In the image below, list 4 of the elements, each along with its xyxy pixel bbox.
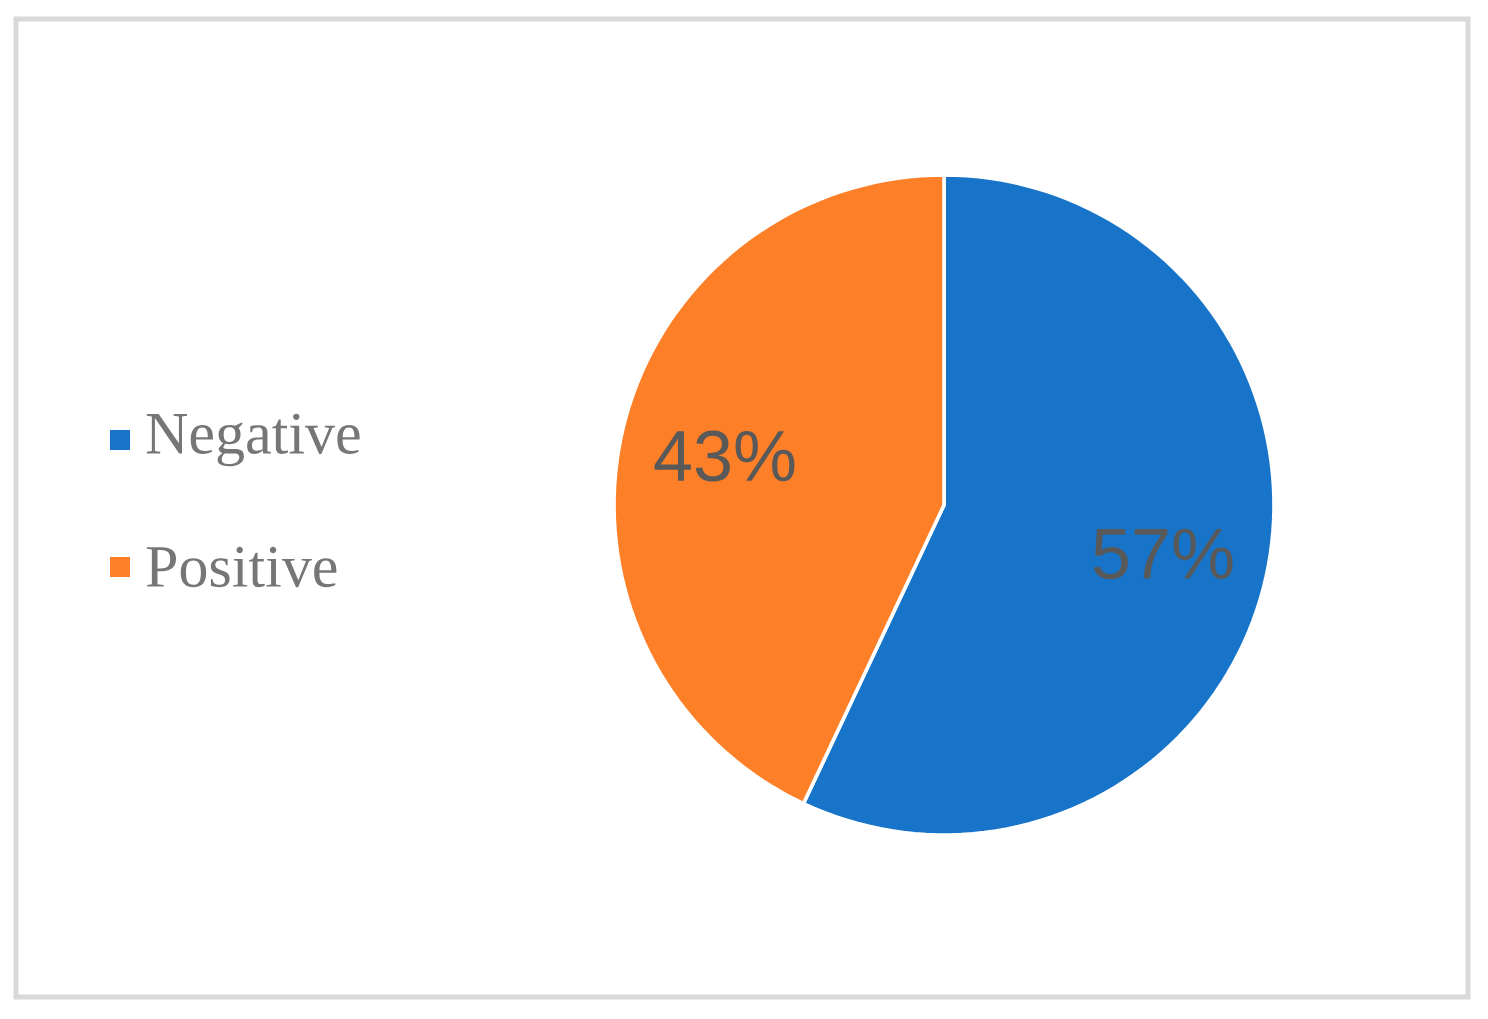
data-label: 43% <box>654 430 795 482</box>
data-label: 57% <box>1093 528 1233 580</box>
legend-label: Negative <box>146 413 360 467</box>
legend-label: Positive <box>146 546 337 588</box>
